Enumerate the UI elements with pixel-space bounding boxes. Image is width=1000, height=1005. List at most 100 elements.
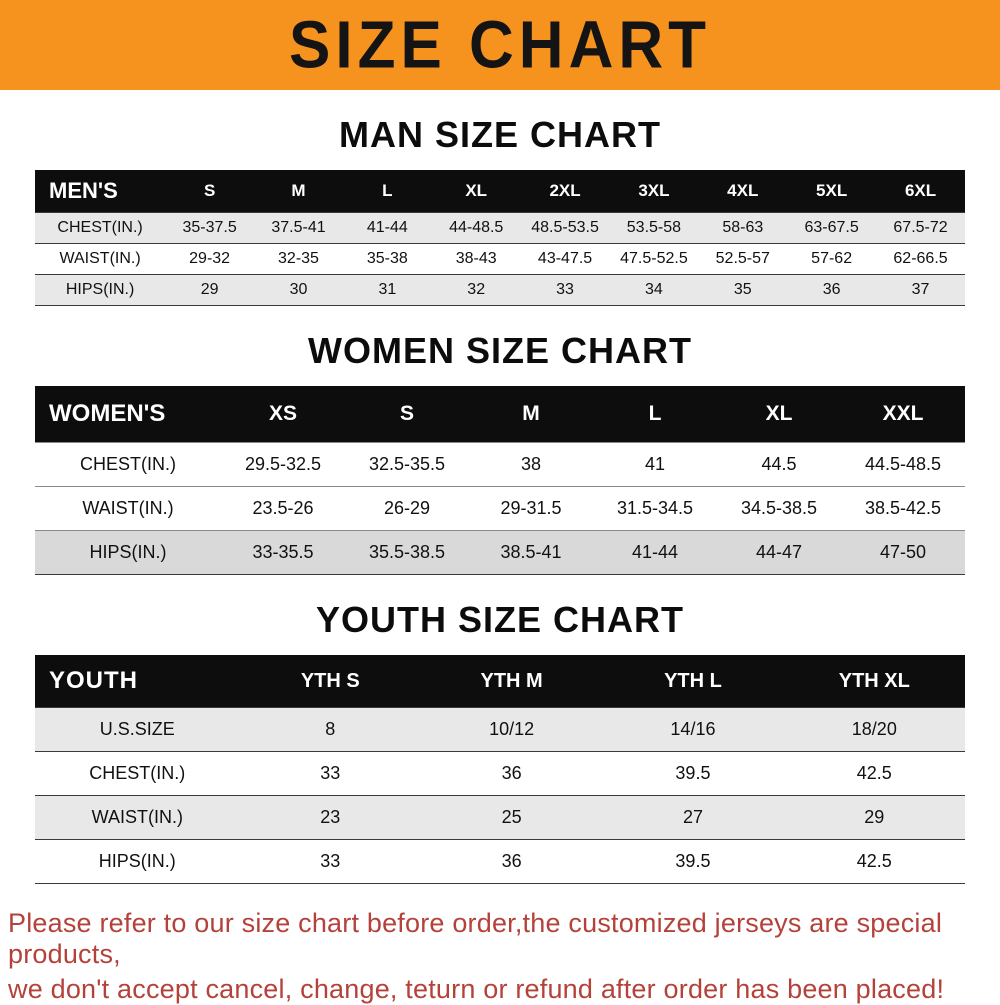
table-cell: 27 [682, 807, 703, 827]
table-cell: 35 [733, 281, 752, 298]
table-cell: 57-62 [811, 250, 853, 267]
table-cell: 48.5-53.5 [531, 219, 599, 236]
row-label: CHEST(IN.) [89, 763, 186, 783]
youth-heading: YOUTH SIZE CHART [315, 599, 684, 640]
column-header: XL [717, 386, 841, 443]
footer-notice: Please refer to our size chart before or… [8, 908, 1000, 1005]
table-cell: 14/16 [670, 719, 716, 739]
table-cell: 35-38 [366, 250, 408, 267]
row-label: WAIST(IN.) [82, 498, 174, 518]
column-header: M [469, 386, 593, 443]
table-cell: 52.5-57 [715, 250, 770, 267]
table-cell: 29-32 [189, 250, 231, 267]
table-cell: 58-63 [722, 219, 764, 236]
table-name-cell: WOMEN'S [35, 386, 221, 443]
column-header: M [254, 170, 343, 213]
table-cell: 38 [520, 454, 542, 474]
column-header: L [342, 170, 432, 213]
table-cell: 44.5-48.5 [864, 454, 942, 474]
banner: SIZE CHART [0, 0, 1000, 90]
table-cell: 31.5-34.5 [616, 498, 694, 518]
table-cell: 33 [320, 851, 341, 871]
table-cell: 33 [556, 281, 574, 298]
header-row: WOMEN'S XS S M L XL XXL [35, 386, 965, 443]
table-cell: 10/12 [489, 719, 535, 739]
table-name-cell: MEN'S [35, 170, 166, 213]
column-header: YTH S [239, 655, 421, 708]
table-row: WAIST(IN.) 23 25 27 29 [35, 795, 965, 840]
table-row: U.S.SIZE 8 10/12 14/16 18/20 [35, 707, 965, 752]
row-label: HIPS(IN.) [98, 851, 176, 871]
men-size-table: MEN'S S M L XL 2XL 3XL 4XL 5XL 6XL CHEST(IN.) 35-37… [35, 170, 965, 306]
table-cell: 38-43 [455, 250, 497, 267]
table-row: CHEST(IN.) 35-37.5 37.5-41 41-44 44-48.5 48.5… [35, 212, 965, 244]
column-header: S [165, 170, 255, 213]
table-cell: 29 [864, 807, 885, 827]
table-row: HIPS(IN.) 33 36 39.5 42.5 [35, 839, 965, 884]
table-cell: 29-31.5 [500, 498, 562, 518]
notice-line-1: Please refer to our size chart before or… [8, 908, 943, 969]
table-cell: 39.5 [675, 851, 711, 871]
youth-section: YOUTH SIZE CHART YOUTH YTH S YTH M YTH L YTH… [0, 599, 1000, 884]
column-header: S [345, 386, 469, 443]
page-title: SIZE CHART [289, 7, 711, 83]
row-label: CHEST(IN.) [80, 454, 176, 474]
column-header: XS [221, 386, 345, 443]
table-cell: 34 [645, 281, 663, 298]
men-section: MAN SIZE CHART MEN'S S M L XL 2XL 3XL 4XL 5XL 6XL… [0, 114, 1000, 306]
column-header: 6XL [876, 170, 965, 213]
table-cell: 42.5 [856, 763, 892, 783]
column-header: 4XL [698, 170, 788, 213]
column-header: 5XL [787, 170, 877, 213]
table-cell: 41-44 [366, 219, 408, 236]
table-cell: 36 [822, 281, 841, 298]
table-cell: 34.5-38.5 [740, 498, 818, 518]
table-cell: 41 [644, 454, 666, 474]
table-cell: 44-47 [755, 542, 803, 562]
column-header: 3XL [609, 170, 699, 213]
row-label: CHEST(IN.) [57, 219, 143, 236]
row-label: WAIST(IN.) [91, 807, 183, 827]
table-cell: 35.5-38.5 [368, 542, 446, 562]
table-cell: 8 [325, 719, 336, 739]
women-size-table: WOMEN'S XS S M L XL XXL CHEST(IN.) 29.5-32.5 32.5… [35, 386, 965, 575]
table-cell: 63-67.5 [804, 219, 859, 236]
table-cell: 62-66.5 [893, 250, 948, 267]
table-cell: 32.5-35.5 [368, 454, 446, 474]
table-cell: 36 [501, 763, 522, 783]
table-cell: 47.5-52.5 [620, 250, 688, 267]
column-header: YTH XL [783, 655, 965, 708]
header-row: YOUTH YTH S YTH M YTH L YTH XL [35, 655, 965, 708]
table-cell: 47-50 [879, 542, 927, 562]
notice-line-2: we don't accept cancel, change, teturn o… [8, 974, 945, 1004]
column-header: XL [431, 170, 521, 213]
header-row: MEN'S S M L XL 2XL 3XL 4XL 5XL 6XL [35, 170, 965, 213]
table-cell: 30 [289, 281, 308, 298]
women-section: WOMEN SIZE CHART WOMEN'S XS S M L XL XXL CHEST(… [0, 330, 1000, 575]
men-heading: MAN SIZE CHART [339, 114, 661, 155]
table-row: WAIST(IN.) 23.5-26 26-29 29-31.5 31.5-34.5 34… [35, 486, 965, 531]
table-row: HIPS(IN.) 33-35.5 35.5-38.5 38.5-41 41-44 44-… [35, 530, 965, 575]
table-cell: 33-35.5 [252, 542, 314, 562]
table-cell: 23 [320, 807, 341, 827]
table-cell: 29 [200, 281, 219, 298]
table-cell: 33 [320, 763, 341, 783]
table-cell: 36 [501, 851, 522, 871]
table-cell: 44-48.5 [449, 219, 504, 236]
table-cell: 23.5-26 [252, 498, 314, 518]
table-cell: 39.5 [675, 763, 711, 783]
row-label: WAIST(IN.) [59, 250, 141, 267]
table-cell: 37 [911, 281, 930, 298]
table-cell: 43-47.5 [537, 250, 593, 267]
row-label: HIPS(IN.) [65, 281, 135, 298]
table-cell: 29.5-32.5 [244, 454, 322, 474]
table-cell: 37.5-41 [271, 219, 326, 236]
table-cell: 38.5-42.5 [864, 498, 942, 518]
table-cell: 38.5-41 [500, 542, 562, 562]
column-header: 2XL [520, 170, 610, 213]
column-header: YTH M [420, 655, 603, 708]
table-row: HIPS(IN.) 29 30 31 32 33 34 35 36 37 [35, 274, 965, 306]
table-row: CHEST(IN.) 33 36 39.5 42.5 [35, 751, 965, 796]
column-header: YTH L [602, 655, 784, 708]
